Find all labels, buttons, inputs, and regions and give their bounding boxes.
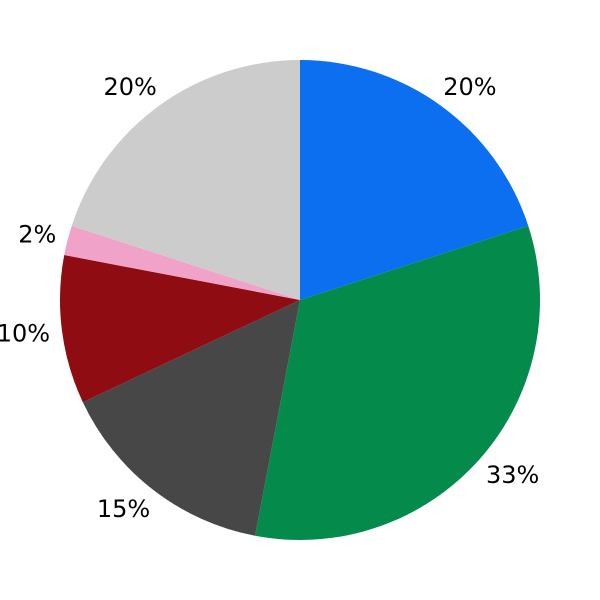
pie-slice-4 <box>64 225 300 300</box>
pie-slice-label-0: 20% <box>443 73 496 101</box>
pie-slice-label-4: 2% <box>18 221 56 249</box>
pie-slice-0 <box>300 60 529 300</box>
pie-slice-label-2: 15% <box>97 495 150 523</box>
pie-slice-2 <box>82 300 300 536</box>
pie-slice-label-5: 20% <box>103 73 156 101</box>
pie-slice-1 <box>255 225 540 540</box>
pie-slice-label-1: 33% <box>486 461 539 489</box>
pie-slice-label-3: 10% <box>0 320 50 348</box>
pie-slice-5 <box>71 60 300 300</box>
pie-slice-3 <box>59 255 300 403</box>
